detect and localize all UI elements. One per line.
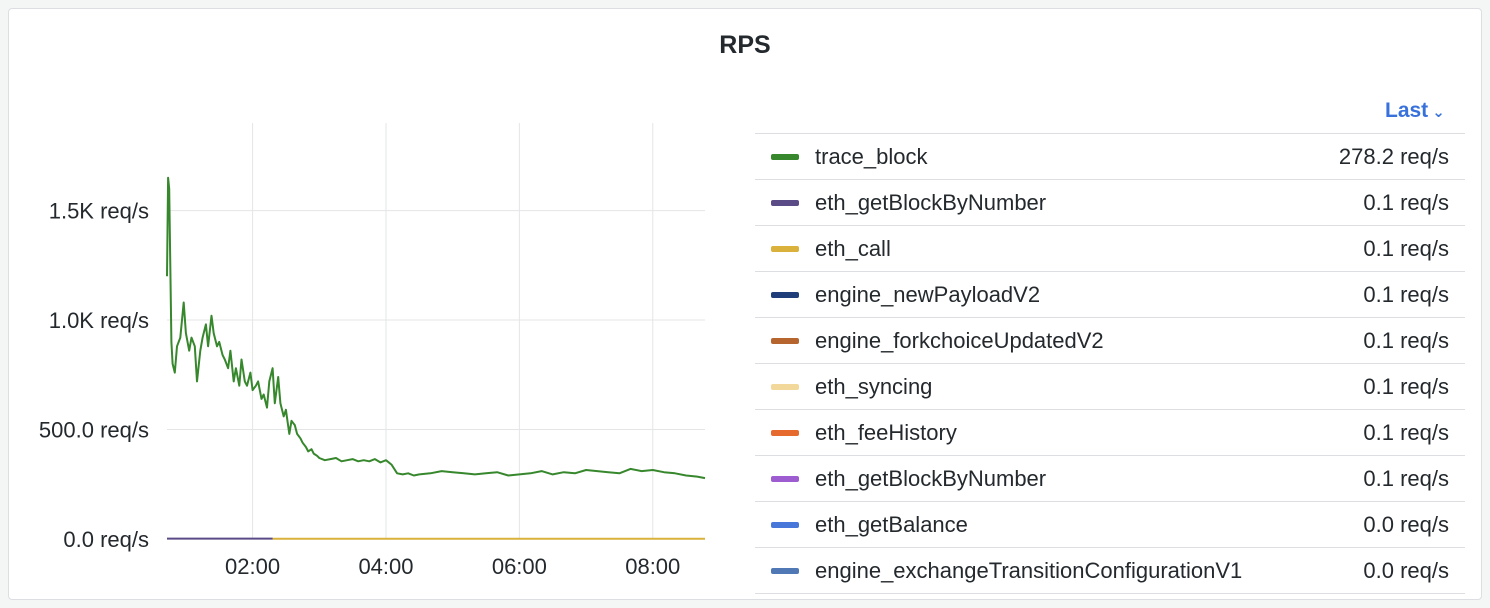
legend-item-name: eth_getBalance bbox=[815, 512, 968, 537]
legend-item-value: 0.1 req/s bbox=[1363, 374, 1449, 399]
x-axis: 02:00 04:00 06:00 08:00 bbox=[225, 554, 680, 579]
chart-series bbox=[166, 176, 706, 540]
legend-item-value: 278.2 req/s bbox=[1338, 144, 1449, 169]
x-tick-label: 02:00 bbox=[225, 554, 280, 579]
legend-swatch bbox=[771, 246, 799, 252]
legend-item-name: eth_feeHistory bbox=[815, 420, 957, 445]
chevron-down-icon: ⌄ bbox=[1432, 104, 1445, 121]
legend-item[interactable]: engine_forkchoiceUpdatedV2 0.1 req/s bbox=[755, 318, 1465, 364]
legend-item[interactable]: engine_newPayloadV2 0.1 req/s bbox=[755, 272, 1465, 318]
legend-item-value: 0.0 req/s bbox=[1363, 558, 1449, 583]
legend-item-name: engine_forkchoiceUpdatedV2 bbox=[815, 328, 1104, 353]
legend-swatch bbox=[771, 154, 799, 160]
legend-item-value: 0.0 req/s bbox=[1363, 512, 1449, 537]
legend-item-name: engine_exchangeTransitionConfigurationV1 bbox=[815, 558, 1243, 583]
x-tick-label: 06:00 bbox=[492, 554, 547, 579]
legend-item-value: 0.1 req/s bbox=[1363, 190, 1449, 215]
legend-swatch bbox=[771, 338, 799, 344]
y-tick-label: 1.0K req/s bbox=[49, 308, 149, 333]
legend-swatch bbox=[771, 384, 799, 390]
chart-grid bbox=[167, 123, 705, 540]
legend-swatch bbox=[771, 430, 799, 436]
x-tick-label: 08:00 bbox=[625, 554, 680, 579]
legend-swatch bbox=[771, 522, 799, 528]
rps-panel: RPS 0.0 req/s 500.0 req/s 1.0K req/s 1.5K r… bbox=[8, 8, 1482, 600]
legend-item-name: trace_block bbox=[815, 144, 928, 169]
legend-item[interactable]: trace_block 278.2 req/s bbox=[755, 134, 1465, 180]
y-axis: 0.0 req/s 500.0 req/s 1.0K req/s 1.5K req/s bbox=[39, 199, 149, 552]
legend-sort-last[interactable]: Last ⌄ bbox=[1385, 99, 1445, 123]
legend-item-value: 0.1 req/s bbox=[1363, 328, 1449, 353]
legend-item[interactable]: eth_getBalance 0.0 req/s bbox=[755, 502, 1465, 548]
legend-item-value: 0.1 req/s bbox=[1363, 236, 1449, 261]
legend-item[interactable]: eth_syncing 0.1 req/s bbox=[755, 364, 1465, 410]
legend-item-name: eth_getBlockByNumber bbox=[815, 466, 1047, 491]
y-tick-label: 1.5K req/s bbox=[49, 199, 149, 224]
legend-item[interactable]: eth_call 0.1 req/s bbox=[755, 226, 1465, 272]
legend-item-value: 0.1 req/s bbox=[1363, 420, 1449, 445]
legend-item-name: eth_call bbox=[815, 236, 891, 261]
legend-item-value: 0.1 req/s bbox=[1363, 282, 1449, 307]
panel-title: RPS bbox=[719, 31, 771, 59]
legend-item-name: eth_syncing bbox=[815, 374, 933, 399]
legend-swatch bbox=[771, 476, 799, 482]
legend-item-name: engine_newPayloadV2 bbox=[815, 282, 1041, 307]
y-tick-label: 500.0 req/s bbox=[39, 418, 149, 443]
y-tick-label: 0.0 req/s bbox=[63, 527, 149, 552]
legend-item[interactable]: eth_getBlockByNumber 0.1 req/s bbox=[755, 180, 1465, 226]
rps-chart: 0.0 req/s 500.0 req/s 1.0K req/s 1.5K req/s… bbox=[39, 123, 706, 579]
legend-sort-label: Last bbox=[1385, 99, 1429, 122]
x-tick-label: 04:00 bbox=[358, 554, 413, 579]
legend-item[interactable]: eth_feeHistory 0.1 req/s bbox=[755, 410, 1465, 456]
legend-swatch bbox=[771, 292, 799, 298]
legend-list: trace_block 278.2 req/s eth_getBlockByNumb… bbox=[755, 133, 1465, 599]
legend-swatch bbox=[771, 200, 799, 206]
legend-item-name: eth_getBlockByNumber bbox=[815, 190, 1047, 215]
legend-item[interactable]: eth_getBlockByNumber 0.1 req/s bbox=[755, 456, 1465, 502]
legend-item[interactable]: engine_exchangeTransitionConfigurationV1… bbox=[755, 548, 1465, 594]
legend-item-value: 0.1 req/s bbox=[1363, 466, 1449, 491]
legend-swatch bbox=[771, 568, 799, 574]
series-line-trace-block bbox=[166, 176, 706, 480]
